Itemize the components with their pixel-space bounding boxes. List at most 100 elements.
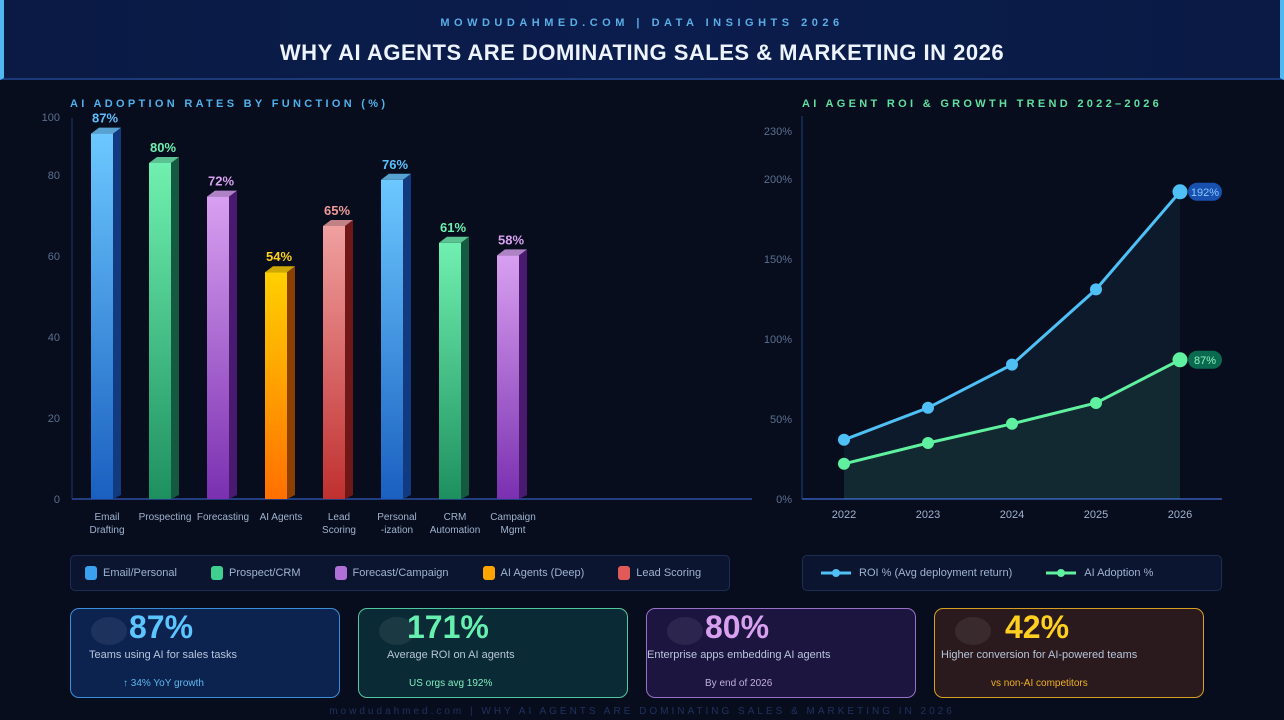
- x-tick-label: Prospecting: [139, 512, 192, 523]
- y-tick-label: 200%: [764, 174, 792, 186]
- legend-item: AI Agents (Deep): [482, 566, 585, 580]
- bar-data-label: 65%: [324, 203, 350, 218]
- bar: [497, 255, 519, 499]
- card-note: US orgs avg 192%: [409, 678, 493, 689]
- card-value: 171%: [407, 609, 489, 645]
- x-tick-label: 2023: [916, 509, 940, 521]
- card-glow-icon: [379, 617, 415, 645]
- card-value: 87%: [129, 609, 194, 645]
- bar-data-label: 80%: [150, 140, 176, 155]
- page-title: WHY AI AGENTS ARE DOMINATING SALES & MAR…: [279, 40, 1005, 65]
- bar-top: [207, 190, 237, 197]
- header-subtitle: MOWDUDAHMED.COM | DATA INSIGHTS 2026: [440, 17, 844, 29]
- bar: [439, 242, 461, 500]
- bar-data-label: 76%: [382, 157, 408, 172]
- bar: [265, 272, 287, 499]
- stat-card-conversion: 42% Higher conversion for AI-powered tea…: [934, 608, 1204, 698]
- bar: [91, 133, 113, 499]
- legend-label: Lead Scoring: [636, 567, 702, 579]
- x-tick-label: Lead: [328, 512, 350, 523]
- legend-label: Forecast/Campaign: [352, 567, 449, 579]
- line-legend: ROI % (Avg deployment return) AI Adoptio…: [802, 555, 1222, 591]
- card-note: By end of 2026: [705, 678, 773, 689]
- legend-line-icon: [821, 569, 851, 577]
- data-point: [1090, 283, 1102, 296]
- x-tick-label: 2024: [1000, 509, 1024, 521]
- card-glow-icon: [955, 617, 991, 645]
- card-value: 80%: [705, 609, 770, 645]
- card-glow-icon: [91, 617, 127, 645]
- bar-side: [229, 190, 237, 499]
- card-note: ↑ 34% YoY growth: [123, 678, 204, 689]
- x-tick-label: Mgmt: [501, 525, 526, 536]
- x-tick-label: AI Agents: [260, 512, 303, 523]
- y-tick-label: 60: [48, 251, 60, 263]
- y-tick-label: 0: [54, 494, 60, 506]
- footer: mowdudahmed.com | WHY AI AGENTS ARE DOMI…: [329, 706, 955, 717]
- bar-data-label: 54%: [266, 249, 292, 264]
- x-tick-label: Drafting: [89, 525, 124, 536]
- bar: [149, 163, 171, 499]
- data-point: [1172, 352, 1188, 368]
- legend-line-icon: [1046, 569, 1077, 577]
- end-data-label: 192%: [1191, 187, 1219, 199]
- end-data-label: 87%: [1194, 355, 1216, 367]
- bar-data-label: 58%: [498, 232, 524, 247]
- legend-swatch: [85, 566, 97, 580]
- bar-data-label: 87%: [92, 111, 118, 126]
- bar-side: [171, 157, 179, 499]
- legend-label: AI Agents (Deep): [500, 567, 585, 579]
- legend-item: Email/Personal: [85, 566, 177, 580]
- x-tick-label: Personal: [377, 512, 416, 523]
- legend-item: Prospect/CRM: [210, 566, 301, 580]
- legend-swatch: [334, 566, 347, 580]
- bar-top: [497, 249, 527, 256]
- x-tick-label: Forecasting: [197, 512, 249, 523]
- bar: [207, 196, 229, 499]
- x-tick-label: Email: [94, 512, 119, 523]
- legend-item: Lead Scoring: [618, 566, 701, 580]
- bar-side: [113, 127, 121, 499]
- card-label: Enterprise apps embedding AI agents: [647, 649, 831, 661]
- bar-chart-title: AI ADOPTION RATES BY FUNCTION (%): [70, 98, 389, 110]
- card-glow-icon: [667, 617, 703, 645]
- stat-card-roi: 171% Average ROI on AI agents US orgs av…: [358, 608, 628, 698]
- bar-side: [287, 266, 295, 499]
- bar: [323, 226, 345, 499]
- data-point: [1172, 184, 1188, 200]
- card-label: Teams using AI for sales tasks: [89, 649, 237, 661]
- y-tick-label: 0%: [776, 494, 792, 506]
- bar-top: [381, 173, 411, 180]
- area-fill: [844, 191, 1180, 500]
- x-tick-label: 2022: [832, 509, 856, 521]
- bar-legend: Email/Personal Prospect/CRM Forecast/Cam…: [70, 555, 730, 591]
- stat-card-teams: 87% Teams using AI for sales tasks ↑ 34%…: [70, 608, 340, 698]
- x-tick-label: 2026: [1168, 509, 1192, 521]
- card-label: Higher conversion for AI-powered teams: [941, 649, 1138, 661]
- card-value: 42%: [1005, 609, 1070, 645]
- bar-top: [149, 157, 179, 163]
- x-tick-label: -ization: [381, 525, 413, 536]
- y-tick-label: 150%: [764, 254, 792, 266]
- x-tick-label: CRM: [444, 512, 467, 523]
- data-point: [838, 457, 850, 470]
- legend-item: AI Adoption %: [1046, 567, 1153, 579]
- legend-item: Forecast/Campaign: [334, 566, 449, 580]
- y-tick-label: 100: [42, 112, 60, 124]
- bar-data-label: 72%: [208, 174, 234, 189]
- y-tick-label: 230%: [764, 126, 792, 138]
- data-point: [838, 433, 850, 446]
- bar-data-label: 61%: [440, 220, 466, 235]
- card-note: vs non-AI competitors: [991, 678, 1088, 689]
- data-point: [922, 401, 934, 414]
- x-tick-label: Campaign: [490, 512, 536, 523]
- x-tick-label: Automation: [430, 525, 481, 536]
- legend-swatch: [482, 566, 495, 580]
- bar-top: [439, 236, 469, 243]
- bar-side: [345, 220, 353, 499]
- y-tick-label: 80: [48, 170, 60, 182]
- legend-label: Email/Personal: [103, 567, 177, 579]
- y-tick-label: 20: [48, 413, 60, 425]
- y-tick-label: 50%: [770, 414, 792, 426]
